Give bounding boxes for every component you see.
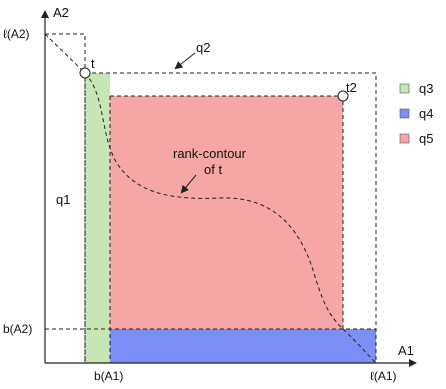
- x-axis-label: A1: [398, 343, 414, 358]
- y-axis-label: A2: [53, 5, 69, 20]
- legend-swatch-q3: [399, 83, 410, 94]
- q2-label: q2: [196, 40, 210, 55]
- point-t: [79, 67, 91, 79]
- q5-region: [110, 96, 343, 329]
- t2-label: t2: [346, 80, 357, 95]
- q2-pointer-arrow: [174, 52, 196, 70]
- q4-region: [110, 329, 376, 363]
- x-tick-b-a1: b(A1): [94, 369, 123, 383]
- x-tick-l-a1: ℓ(A1): [370, 369, 397, 383]
- q3-region: [85, 73, 110, 363]
- rank-contour-label-line1: rank-contour: [173, 146, 247, 161]
- y-tick-l-a2: ℓ(A2): [3, 27, 30, 41]
- legend: q3 q4 q5: [399, 81, 433, 146]
- point-t2: [337, 90, 349, 102]
- legend-swatch-q5: [399, 133, 410, 144]
- rank-contour-label-line2: of t: [204, 162, 222, 177]
- rank-contour-curve: [44, 33, 377, 364]
- q1-label: q1: [56, 192, 70, 207]
- t-label: t: [91, 56, 95, 71]
- legend-swatch-q4: [399, 108, 410, 119]
- legend-label-q5: q5: [419, 131, 433, 146]
- contour-pointer-arrow: [180, 174, 197, 194]
- y-tick-b-a2: b(A2): [3, 322, 32, 336]
- q1-dashed-box: [45, 33, 86, 363]
- legend-label-q4: q4: [419, 106, 433, 121]
- legend-label-q3: q3: [419, 81, 433, 96]
